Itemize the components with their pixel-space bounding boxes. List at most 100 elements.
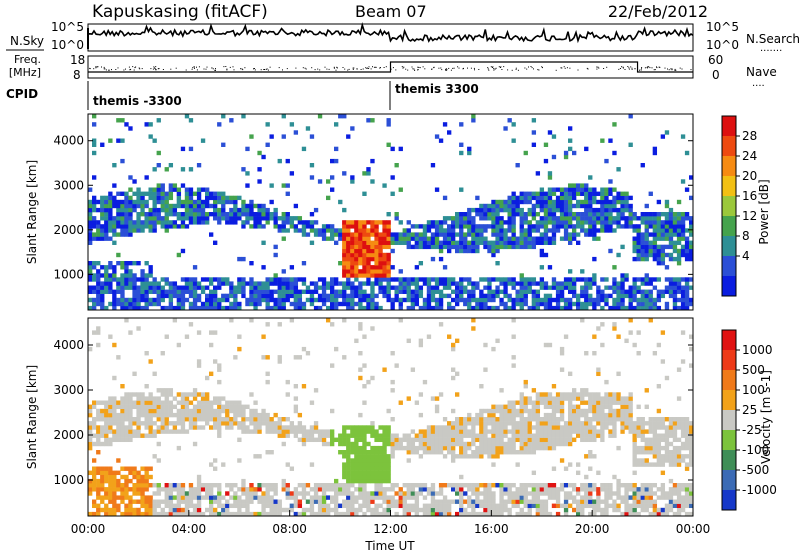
power-cell [475, 305, 480, 311]
power-cell [253, 281, 258, 286]
velocity-cell [455, 499, 460, 504]
velocity-cell [156, 396, 161, 401]
velocity-cell [511, 450, 516, 455]
power-cell [313, 297, 319, 303]
power-cell [374, 236, 379, 241]
power-cell [386, 293, 391, 299]
velocity-cell [596, 412, 601, 418]
power-cell [96, 297, 101, 303]
power-cell [624, 293, 629, 299]
velocity-cell [128, 396, 133, 401]
velocity-cell [455, 421, 460, 426]
velocity-cell [156, 499, 161, 504]
power-cell [374, 265, 379, 270]
power-cell [410, 236, 416, 241]
power-cell [640, 289, 645, 294]
velocity-cell [568, 491, 573, 496]
power-cell [350, 126, 355, 131]
power-cell [568, 138, 573, 143]
power-cell [600, 203, 605, 209]
velocity-cell [277, 499, 282, 504]
velocity-cell [382, 450, 387, 455]
velocity-cell [346, 491, 351, 496]
velocity-cell [192, 441, 198, 447]
velocity-cell [499, 437, 504, 443]
velocity-cell [418, 507, 424, 513]
power-cell [112, 220, 117, 225]
velocity-cell [451, 454, 456, 459]
power-cell [136, 293, 141, 299]
power-cell [196, 285, 202, 290]
velocity-cell [547, 417, 553, 422]
power-cell [104, 220, 109, 225]
power-cell [418, 261, 424, 266]
power-cell [636, 236, 641, 241]
power-cell [523, 244, 528, 250]
velocity-cell [120, 429, 125, 434]
velocity-cell [346, 487, 351, 492]
power-cell [487, 203, 492, 209]
velocity-cell [273, 429, 278, 434]
power-cell [640, 236, 645, 241]
power-cell [297, 301, 303, 307]
power-cell [358, 297, 363, 303]
velocity-cell [539, 483, 545, 488]
velocity-cell [620, 404, 625, 410]
power-cell [350, 224, 355, 229]
power-cell [543, 232, 549, 237]
power-cell [442, 293, 448, 299]
velocity-cell [519, 487, 524, 492]
velocity-cell [281, 417, 286, 422]
power-cell [221, 195, 226, 201]
power-cell [527, 285, 532, 290]
velocity-cell [588, 433, 593, 438]
velocity-cell [410, 450, 416, 455]
power-cell [680, 293, 686, 299]
power-cell [660, 212, 666, 217]
velocity-cell [104, 511, 109, 517]
power-cell [281, 297, 286, 303]
power-cell [229, 289, 234, 294]
power-cell [350, 256, 355, 262]
velocity-cell [350, 450, 355, 455]
power-cell [535, 301, 541, 307]
power-cell [430, 285, 436, 290]
velocity-cell [124, 478, 129, 484]
velocity-cell [362, 466, 367, 471]
power-cell [156, 285, 161, 290]
velocity-cell [576, 470, 581, 476]
velocity-cell [358, 478, 363, 484]
power-cell [168, 183, 174, 188]
power-colorbar-label: Power [dB] [757, 179, 771, 244]
power-cell [108, 224, 113, 229]
power-cell [362, 269, 367, 274]
power-cell [100, 224, 105, 229]
power-cell [386, 297, 391, 303]
power-cell [604, 228, 609, 233]
power-cell [596, 285, 601, 290]
power-cell [261, 265, 266, 270]
power-cell [418, 277, 424, 282]
velocity-cell [249, 421, 254, 426]
power-cell [180, 216, 186, 221]
velocity-cell [88, 483, 93, 488]
power-cell [648, 289, 653, 294]
velocity-cell [499, 499, 504, 504]
velocity-cell [180, 408, 186, 414]
power-cell [233, 195, 238, 201]
power-cell [438, 256, 444, 262]
power-cell [213, 305, 218, 311]
power-cell [543, 301, 549, 307]
power-cell [531, 305, 537, 311]
power-cell [644, 301, 649, 307]
power-cell [551, 305, 557, 311]
power-cell [140, 224, 145, 229]
velocity-cell [475, 412, 480, 418]
velocity-cell [555, 437, 561, 443]
power-cell [108, 203, 113, 209]
velocity-cell [104, 404, 109, 410]
power-cell [326, 297, 331, 303]
power-cell [334, 122, 339, 127]
power-cell [112, 301, 117, 307]
freq-dot [603, 68, 605, 69]
